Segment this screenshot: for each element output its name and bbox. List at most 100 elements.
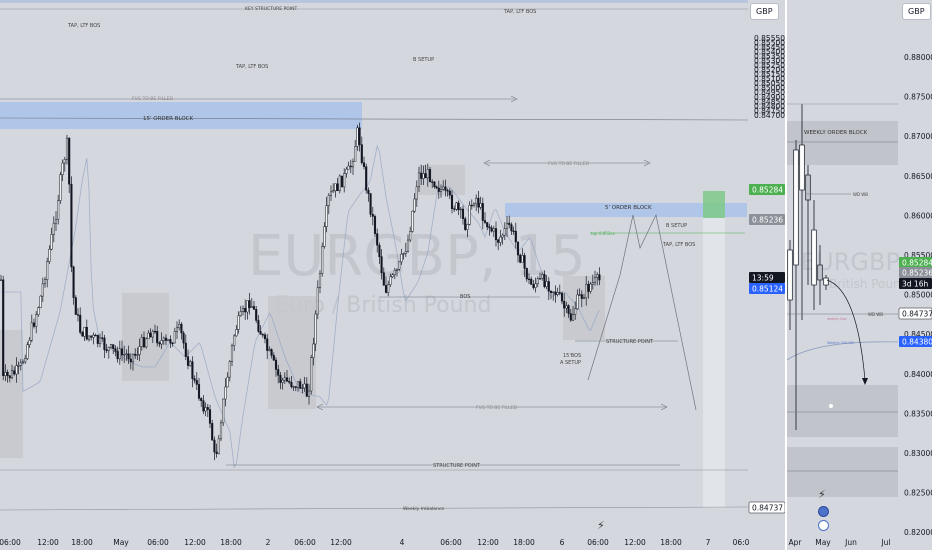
annotation-order-block: 15' ORDER BLOCK [143, 116, 194, 122]
candle-body [299, 381, 302, 389]
candle-body [411, 210, 414, 232]
x-tick-label: May [815, 538, 831, 547]
candle-body [279, 374, 282, 383]
x-tick-label: 18:00 [71, 538, 93, 547]
candle-body [523, 255, 526, 269]
candle-body [15, 365, 18, 375]
marker-dot [829, 404, 833, 408]
candle-body [362, 162, 366, 167]
candle-body [217, 438, 220, 454]
annotation-tap-ltf-bos: TAP, LTF BOS [662, 242, 695, 248]
candle-body [24, 358, 27, 363]
price-label-text: 3d 16h [902, 280, 928, 289]
candle-body [131, 353, 135, 363]
currency-badge[interactable]: GBP [902, 3, 931, 20]
time-axis[interactable]: 06:00 12:00 18:00 May 06:00 12:00 18:00 2 06:00 1… [0, 538, 750, 547]
x-tick-label: 12:00 [37, 538, 59, 547]
y-tick-label: 0.85450 [754, 43, 785, 52]
candle-body [431, 181, 434, 183]
x-tick-label: 06:00 [147, 538, 169, 547]
price-label-bg [749, 272, 785, 283]
candle-body [519, 254, 522, 263]
candle-body [558, 292, 561, 294]
price-label-text: 0.85236 [902, 269, 932, 278]
candle-body [360, 144, 363, 163]
price-label-text: 0.84380 [902, 338, 932, 347]
candle-body [189, 361, 192, 366]
y-tick-label: 0.84000 [904, 370, 932, 379]
candle-body [448, 190, 451, 196]
time-axis[interactable]: Apr May Jun Jul [789, 538, 891, 547]
candle-body [158, 342, 161, 345]
price-label-bg [898, 307, 932, 320]
candle-body [391, 274, 394, 278]
candle-body [420, 172, 423, 179]
y-tick-label: 0.83500 [904, 409, 932, 418]
eye-icon[interactable] [818, 506, 829, 517]
y-tick-label: 0.84900 [754, 93, 785, 102]
x-tick-label: May [113, 538, 129, 547]
candle-body [224, 386, 227, 400]
candle-body [288, 380, 291, 383]
annotation-tap-ltf-bos: TAP, LTF BOS [235, 64, 268, 70]
candle-body [61, 162, 64, 176]
candle-body [10, 370, 14, 379]
candles [0, 122, 601, 461]
candle-body [171, 342, 174, 345]
candle-body [338, 175, 341, 192]
y-tick-label: 0.87000 [904, 132, 932, 141]
tradingview-icon[interactable]: ⚡ [597, 519, 605, 532]
order-block-line [0, 117, 749, 121]
right-chart-canvas[interactable]: EURGBP, 1W British Pound WEEKLY ORDER BL… [787, 0, 932, 550]
candle-body [21, 361, 25, 364]
price-label-bg [899, 267, 932, 278]
pane-divider[interactable] [785, 0, 787, 550]
left-chart-canvas[interactable]: EURGBP, 15 Euro / British Pound KEY STRU… [0, 0, 785, 550]
annotation-structure-point: STRUCTURE POINT [433, 463, 481, 469]
currency-badge[interactable]: GBP [750, 3, 779, 20]
candle-body [120, 348, 124, 356]
settings-icon[interactable] [818, 520, 829, 531]
candle-body [244, 307, 247, 313]
candle-body [554, 291, 557, 295]
x-tick-label: 7 [706, 538, 711, 547]
y-tick-label: 0.85150 [754, 70, 785, 79]
candle-body [805, 174, 811, 201]
candle-body [83, 326, 86, 337]
price-axis[interactable]: 0.88000 0.87500 0.87000 0.86500 0.86000 0.855… [904, 53, 932, 537]
price-axis[interactable]: 0.855500.855000.854500.854000.853500.853… [754, 34, 785, 120]
ma-line [787, 341, 899, 361]
candle-body [400, 253, 403, 263]
candle-body [490, 227, 493, 232]
candle-body [556, 292, 559, 295]
candle-body [470, 204, 473, 207]
candle-body [481, 203, 484, 221]
left-chart-panel[interactable]: EURGBP, 15 Euro / British Pound KEY STRU… [0, 0, 785, 550]
moving-average [787, 341, 899, 361]
right-chart-panel[interactable]: EURGBP, 1W British Pound WEEKLY ORDER BL… [787, 0, 932, 550]
y-tick-label: 0.82000 [904, 528, 932, 537]
price-label-bg [899, 257, 932, 268]
candle-body [567, 305, 570, 314]
candle-body [437, 187, 440, 192]
candle-body [415, 186, 418, 200]
candle-body [503, 228, 506, 236]
y-tick-label: 0.84500 [904, 330, 932, 339]
candle-body [277, 369, 280, 376]
candle-body [598, 274, 601, 281]
x-tick-label: 18:00 [220, 538, 242, 547]
candle-body [347, 165, 350, 170]
candle-body [26, 344, 29, 359]
candle-body [76, 314, 80, 316]
candle-body [103, 337, 106, 350]
candle-body [204, 407, 207, 412]
zones [0, 102, 747, 508]
tradingview-icon[interactable]: ⚡ [818, 488, 826, 501]
candle-body [323, 226, 326, 247]
candle-body [466, 224, 469, 230]
candle-body [112, 344, 115, 349]
candle-body [156, 331, 159, 344]
candle-body [444, 186, 447, 191]
y-tick-label: 0.84700 [754, 111, 785, 120]
projection-zone [703, 218, 725, 508]
